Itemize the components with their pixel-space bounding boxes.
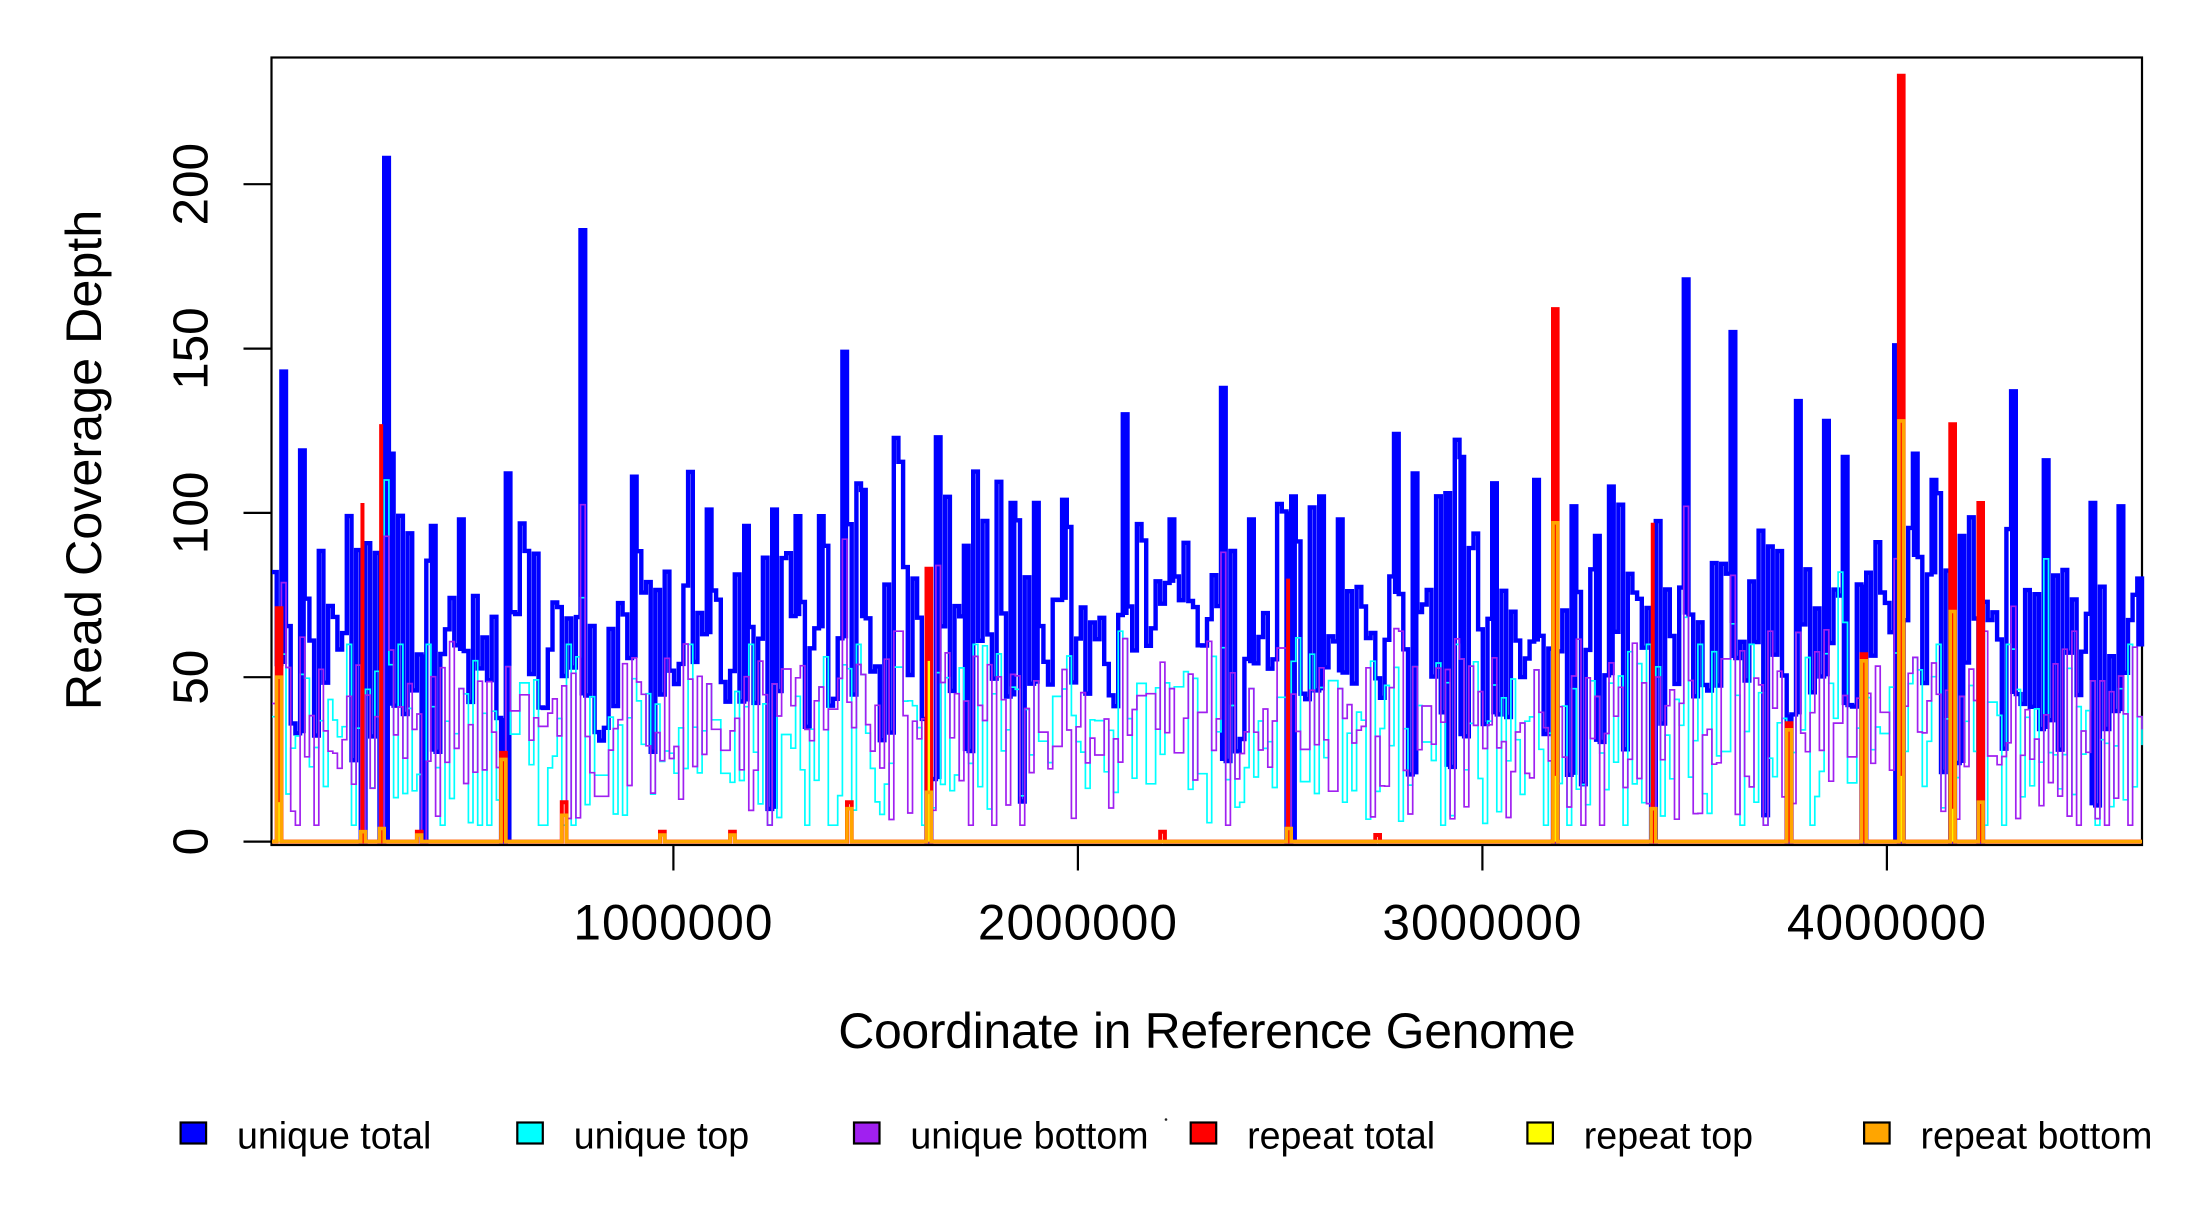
svg-text:unique total: unique total: [237, 1115, 431, 1157]
svg-text:repeat bottom: repeat bottom: [1921, 1115, 2153, 1157]
svg-text:unique top: unique top: [574, 1115, 750, 1157]
svg-text:0: 0: [164, 828, 219, 856]
svg-text:repeat top: repeat top: [1584, 1115, 1753, 1157]
svg-text:1000000: 1000000: [573, 895, 773, 951]
svg-text:3000000: 3000000: [1382, 895, 1582, 951]
svg-text:2000000: 2000000: [978, 895, 1178, 951]
svg-text:100: 100: [164, 472, 219, 555]
svg-text:Read Coverage Depth: Read Coverage Depth: [55, 210, 112, 711]
svg-text:50: 50: [164, 650, 219, 705]
svg-text:200: 200: [164, 143, 219, 226]
svg-text:unique bottom: unique bottom: [910, 1115, 1148, 1157]
svg-text:4000000: 4000000: [1787, 895, 1987, 951]
svg-text:150: 150: [164, 307, 219, 390]
svg-text:repeat total: repeat total: [1247, 1115, 1435, 1157]
svg-text:Coordinate in Reference Genome: Coordinate in Reference Genome: [838, 1003, 1575, 1059]
